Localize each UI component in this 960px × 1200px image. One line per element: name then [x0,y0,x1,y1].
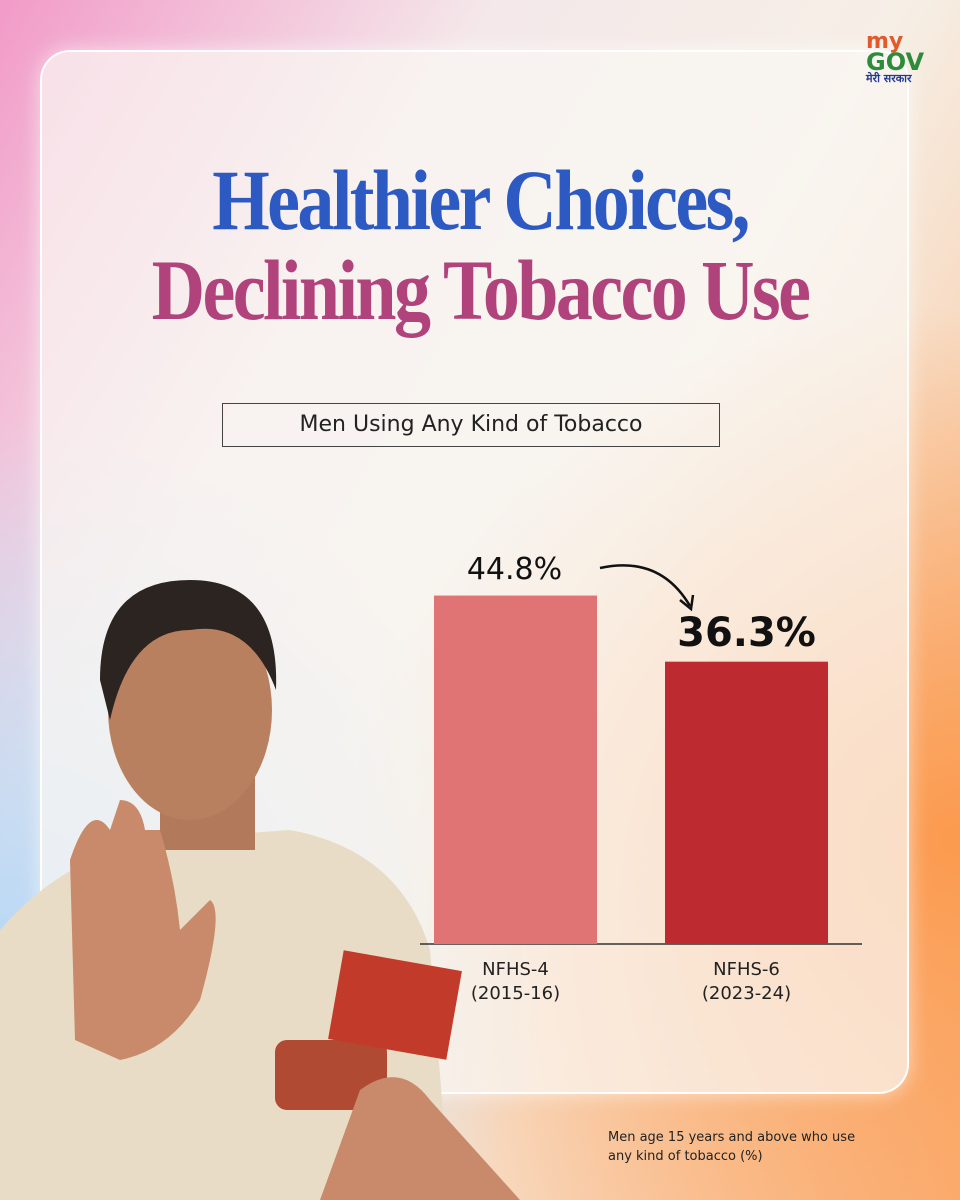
bar [434,595,597,944]
bar [665,661,828,944]
title-line: Healthier Choices, [212,152,750,248]
arrow-head [679,594,695,612]
footnote: Men age 15 years and above who use any k… [608,1130,856,1164]
logo: my GOV मेरी सरकार [866,29,925,86]
person-illustration [0,580,520,1200]
category-label: NFHS-6 (2023-24) [701,959,792,1004]
logo-tagline: मेरी सरकार [866,72,912,85]
title-line: Declining Tobacco Use [151,242,811,338]
arrow [599,564,692,607]
value-label: 36.3% [677,609,816,656]
category-label: NFHS-4 (2015-16) [470,959,561,1004]
logo-gov: GOV [866,48,925,76]
value-label: 44.8% [466,551,563,587]
chart-subtitle: Men Using Any Kind of Tobacco [222,403,720,447]
logo-my: my [866,29,904,54]
